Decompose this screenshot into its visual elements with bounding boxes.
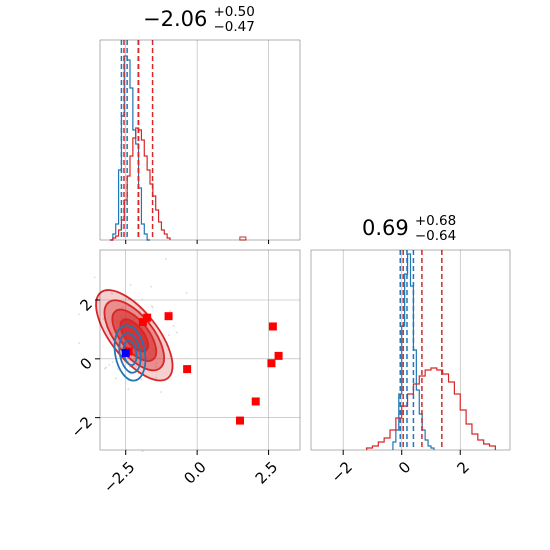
contour-1-level-1 xyxy=(118,332,142,374)
right-hist-xtick-label-0: −2 xyxy=(328,458,356,486)
top-hist-outlier-1-0 xyxy=(239,236,247,241)
scatter-sample-dot-89 xyxy=(154,376,157,379)
scatter-sample-dot-14 xyxy=(111,292,113,295)
scatter-xtick-label-2: 2.5 xyxy=(252,458,282,488)
scatter-marker-10 xyxy=(121,348,130,357)
scatter-sample-dot-74 xyxy=(185,292,188,294)
scatter-sample-dot-76 xyxy=(169,310,172,312)
title-param-2-upper: +0.68 xyxy=(414,213,457,229)
right-hist-xtick-label-2: 2 xyxy=(454,458,473,477)
scatter-marker-8 xyxy=(236,416,244,425)
title-param-1-lower: −0.47 xyxy=(213,19,255,35)
scatter-marker-2 xyxy=(164,312,173,321)
scatter-sample-dot-62 xyxy=(102,317,105,320)
right-hist-xtick-label-1: 0 xyxy=(395,458,414,477)
scatter-marker-3 xyxy=(183,365,192,374)
scatter-marker-0 xyxy=(143,313,152,322)
scatter-sample-dot-19 xyxy=(172,324,175,327)
scatter-frame xyxy=(99,249,301,451)
scatter-sample-dot-21 xyxy=(129,284,132,286)
scatter-sample-dot-77 xyxy=(165,257,167,260)
scatter-sample-dot-67 xyxy=(141,450,144,453)
top-hist-series-0 xyxy=(110,55,150,241)
scatter-ytick-label-2: 2 xyxy=(77,295,96,314)
scatter-sample-dot-79 xyxy=(78,342,80,344)
title-param-2-value: 0.69 xyxy=(362,216,409,240)
right-hist-frame xyxy=(310,249,511,451)
scatter-xtick-label-0: −2.5 xyxy=(100,458,138,496)
scatter-sample-dot-64 xyxy=(133,358,135,360)
scatter-sample-dot-70 xyxy=(135,365,137,368)
scatter-sample-dot-4 xyxy=(104,367,106,370)
scatter-marker-4 xyxy=(268,322,277,331)
scatter-sample-dot-23 xyxy=(134,299,137,301)
scatter-sample-dot-7 xyxy=(175,331,178,334)
scatter-sample-dot-56 xyxy=(168,334,170,337)
title-param-2: 0.69 +0.68 −0.64 xyxy=(362,213,467,246)
scatter-sample-dot-66 xyxy=(127,388,130,391)
scatter-xtick-label-1: 0.0 xyxy=(180,458,210,488)
scatter-sample-dot-47 xyxy=(108,363,111,366)
scatter-marker-5 xyxy=(274,351,283,360)
title-param-1-upper: +0.50 xyxy=(213,4,255,20)
scatter-sample-dot-0 xyxy=(116,368,119,370)
scatter-marker-6 xyxy=(267,359,276,368)
scatter-sample-dot-54 xyxy=(78,313,80,316)
right-hist-series-1 xyxy=(366,367,496,450)
title-param-1: −2.06 +0.50 −0.47 xyxy=(143,4,265,37)
scatter-sample-dot-15 xyxy=(93,276,96,279)
scatter-ytick-label-0: −2 xyxy=(68,413,96,441)
scatter-sample-dot-60 xyxy=(121,306,124,309)
scatter-sample-dot-18 xyxy=(150,285,153,288)
title-param-1-value: −2.06 xyxy=(143,7,208,31)
scatter-sample-dot-52 xyxy=(140,378,143,381)
scatter-sample-dot-38 xyxy=(155,365,158,368)
scatter-sample-dot-68 xyxy=(105,366,108,369)
scatter-sample-dot-51 xyxy=(151,306,154,309)
scatter-sample-dot-34 xyxy=(111,361,114,363)
top-hist-series-1 xyxy=(110,127,171,241)
scatter-marker-7 xyxy=(251,397,260,406)
scatter-marker-1 xyxy=(138,318,147,327)
top-hist-frame xyxy=(99,39,301,241)
scatter-sample-dot-22 xyxy=(155,362,158,364)
scatter-sample-dot-39 xyxy=(141,298,143,301)
scatter-sample-dot-25 xyxy=(160,391,162,393)
scatter-ytick-label-1: 0 xyxy=(77,354,96,373)
contour-1-level-0 xyxy=(113,324,147,382)
scatter-sample-dot-78 xyxy=(114,377,117,380)
title-param-2-lower: −0.64 xyxy=(414,228,457,244)
